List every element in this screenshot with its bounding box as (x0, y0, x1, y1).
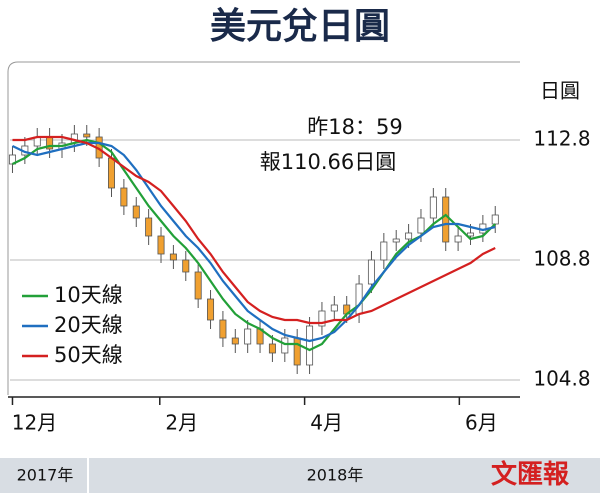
candle-body (367, 259, 375, 285)
candle-body (380, 241, 388, 261)
candle-body (417, 217, 425, 234)
logo: 文匯報 (491, 459, 570, 490)
candle-body (231, 337, 239, 345)
y-tick-label: 108.8 (533, 247, 590, 271)
chart-title: 美元兌日圓 (210, 6, 390, 47)
moving-average (11, 141, 496, 343)
candle-body (207, 298, 215, 321)
candle-body (182, 259, 190, 273)
candle-body (491, 214, 499, 225)
moving-average (12, 135, 496, 325)
year-band (0, 458, 600, 493)
candle-body (157, 235, 165, 255)
x-tick-label: 12月 (12, 411, 57, 435)
annotation: 昨18：59 (307, 115, 402, 139)
candle-body (108, 157, 115, 189)
candle-body (219, 319, 227, 339)
candle-body (194, 271, 202, 300)
y-tick-label: 104.8 (533, 367, 590, 391)
year-label: 2018年 (307, 466, 364, 485)
candle-body (132, 205, 140, 219)
candle-body (355, 283, 363, 315)
frame (7, 61, 520, 395)
moving-average (11, 138, 497, 352)
candle-body (169, 253, 177, 261)
candle-body (293, 337, 301, 366)
candle-body (83, 133, 91, 138)
x-tick-label: 4月 (310, 411, 343, 435)
candle-body (405, 232, 413, 240)
candle-body (429, 196, 437, 219)
legend-label: 10天線 (54, 283, 123, 307)
x-tick-label: 6月 (465, 411, 498, 435)
legend-label: 20天線 (54, 313, 123, 337)
candle-body (120, 187, 128, 207)
year-label: 2017年 (17, 466, 74, 485)
candle-body (442, 196, 450, 243)
candle-body (281, 337, 289, 354)
candle-body (145, 217, 153, 237)
candle-body (306, 325, 314, 366)
legend-label: 50天線 (54, 343, 123, 367)
y-axis-label: 日圓 (540, 79, 580, 103)
candle-body (454, 235, 462, 243)
candle-body (318, 310, 326, 327)
x-tick-label: 2月 (165, 411, 198, 435)
candle-body (244, 328, 252, 345)
candle-body (392, 238, 400, 243)
candle-body (268, 343, 276, 354)
y-tick-label: 112.8 (533, 127, 590, 151)
annotation: 報110.66日圓 (260, 150, 396, 174)
candle-body (330, 304, 338, 312)
